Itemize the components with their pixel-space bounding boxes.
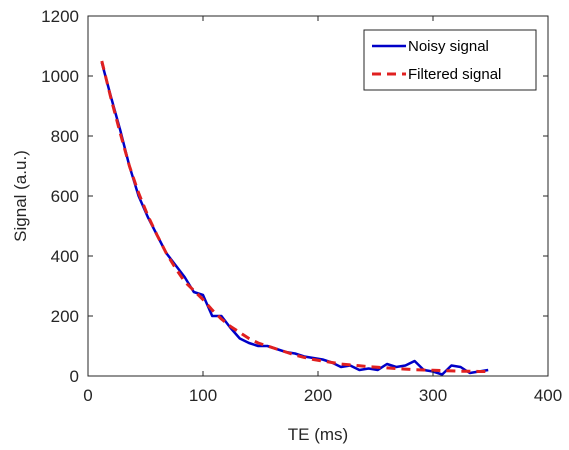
y-tick-label: 400 <box>51 247 79 266</box>
legend-label-filtered-signal: Filtered signal <box>408 66 501 83</box>
y-axis-label: Signal (a.u.) <box>11 150 30 242</box>
y-tick-label: 800 <box>51 127 79 146</box>
legend-label-noisy-signal: Noisy signal <box>408 38 489 55</box>
x-axis-label: TE (ms) <box>288 425 348 444</box>
y-tick-label: 1200 <box>41 7 79 26</box>
x-tick-label: 0 <box>83 386 92 405</box>
series-line-filtered-signal <box>100 60 489 373</box>
x-tick-label: 300 <box>419 386 447 405</box>
y-tick-label: 600 <box>51 187 79 206</box>
x-tick-label: 400 <box>534 386 562 405</box>
y-tick-label: 1000 <box>41 67 79 86</box>
ticks-layer: 0 100 200 300 400 0 200 400 600 800 1000 1200 <box>41 7 562 405</box>
legend: Noisy signal Filtered signal <box>363 29 537 91</box>
x-tick-label: 100 <box>189 386 217 405</box>
series-layer <box>100 60 489 376</box>
y-tick-label: 200 <box>51 307 79 326</box>
legend-box <box>363 29 537 91</box>
x-tick-label: 200 <box>304 386 332 405</box>
y-tick-label: 0 <box>70 367 79 386</box>
